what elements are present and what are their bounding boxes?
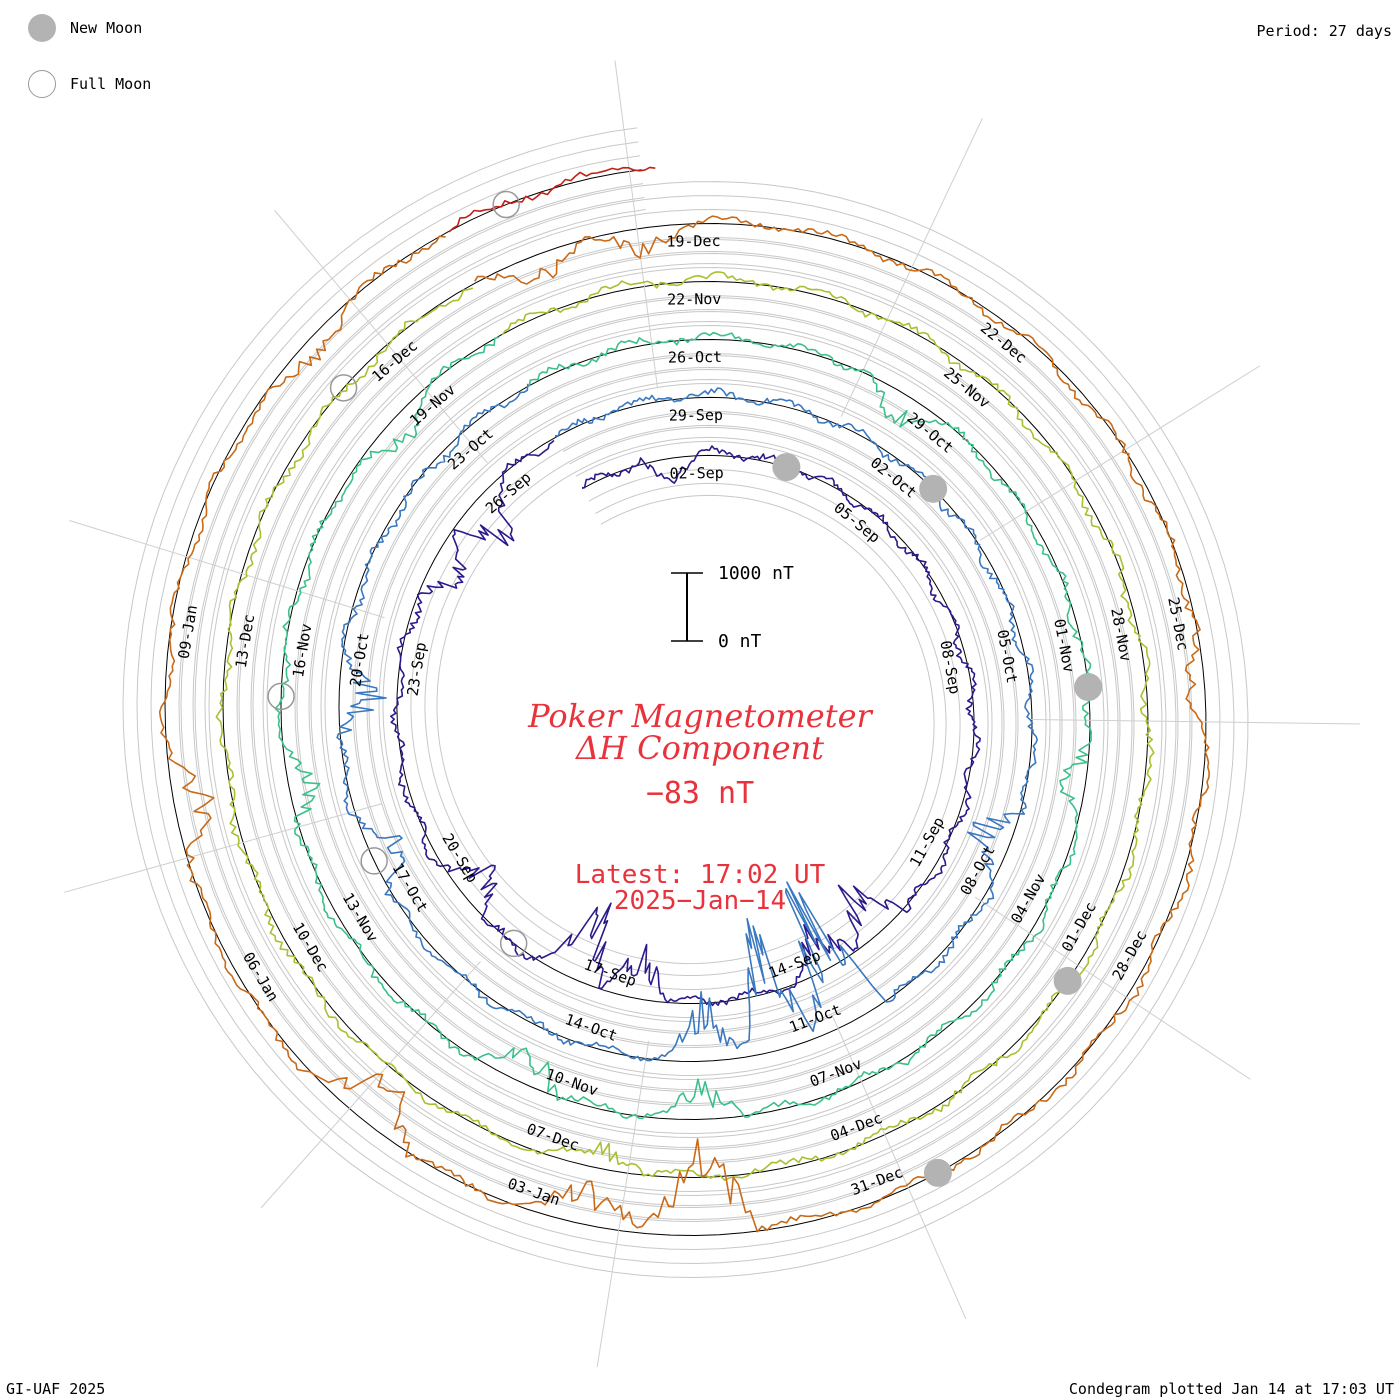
scale-top-label: 1000 nT: [718, 563, 794, 584]
radial-grid-line-5: [832, 1016, 967, 1320]
grid-layer: [122, 127, 1249, 1279]
full-moon-marker-3: [267, 682, 295, 711]
date-label: 05-Oct: [993, 628, 1021, 685]
full-moon-marker-1: [499, 929, 528, 958]
date-label: 01-Nov: [1050, 617, 1078, 674]
date-label: 29-Oct: [904, 409, 957, 457]
full-moon-marker-4: [329, 374, 358, 402]
full-moon-marker-5: [492, 190, 520, 219]
date-label: 19-Dec: [666, 232, 720, 251]
radial-grid-line-1: [840, 118, 983, 417]
radial-grid-line-10: [274, 210, 488, 464]
date-label: 26-Sep: [482, 468, 535, 517]
grid-spiral-5: [122, 127, 1249, 1279]
date-label: 09-Jan: [175, 604, 201, 660]
new-moon-marker-1: [772, 453, 801, 482]
radial-grid-line-9: [69, 519, 385, 619]
date-label: 14-Sep: [766, 946, 823, 982]
moon-markers-layer: [267, 190, 1103, 1187]
new-moon-marker-2: [919, 474, 948, 503]
scale-bottom-label: 0 nT: [718, 631, 762, 652]
date-label: 02-Sep: [669, 464, 723, 483]
current-value: −83 nT: [645, 776, 755, 811]
new-moon-marker-5: [923, 1158, 952, 1187]
radial-grid-line-7: [260, 961, 481, 1209]
grid-spiral-1: [192, 197, 1179, 1209]
date-label: 22-Nov: [667, 290, 721, 309]
radial-grid-line-8: [64, 803, 383, 893]
date-label: 26-Oct: [668, 348, 722, 367]
trace-rotation-3: [274, 331, 1092, 1120]
date-label: 13-Dec: [232, 613, 258, 669]
latest-time: Latest: 17:02 UT: [574, 860, 826, 890]
baseline-spiral: [164, 169, 1207, 1237]
radial-grid-line-4: [974, 896, 1251, 1080]
date-label: 16-Nov: [289, 622, 315, 678]
chart-title-line1: Poker Magnetometer: [528, 697, 872, 735]
credit-label: GI-UAF 2025: [6, 1380, 106, 1398]
period-label: Period: 27 days: [1256, 22, 1392, 40]
trace-rotation-4: [215, 271, 1155, 1181]
latest-date: 2025−Jan−14: [613, 886, 787, 916]
grid-spiral-0: [204, 209, 1167, 1197]
new-moon-marker-3: [1074, 673, 1103, 702]
radial-grid-line-0: [614, 60, 658, 388]
legend-new-moon: New Moon: [28, 14, 142, 42]
trace-rotation-2: [336, 383, 1038, 1062]
radial-grid-line-6: [596, 1040, 650, 1368]
date-label: 08-Sep: [936, 639, 964, 696]
new-moon-icon: [28, 14, 56, 42]
chart-title-line2: ΔH Component: [575, 729, 825, 767]
grid-spiral-3: [150, 155, 1221, 1251]
new-moon-label: New Moon: [70, 19, 143, 37]
full-moon-icon: [28, 70, 56, 98]
new-moon-marker-4: [1053, 966, 1082, 995]
legend-full-moon: Full Moon: [28, 70, 151, 98]
plotted-label: Condegram plotted Jan 14 at 17:03 UT: [1068, 1380, 1394, 1398]
trace-layer: [158, 166, 1210, 1233]
grid-spiral-2: [178, 183, 1193, 1223]
grid-spiral-4: [136, 141, 1235, 1265]
trace-rotation-6: [448, 166, 656, 233]
full-moon-label: Full Moon: [70, 75, 152, 93]
radial-grid-line-2: [979, 365, 1261, 541]
date-label: 29-Sep: [669, 406, 723, 425]
date-label: 23-Sep: [404, 641, 430, 697]
full-moon-marker-2: [360, 847, 388, 875]
